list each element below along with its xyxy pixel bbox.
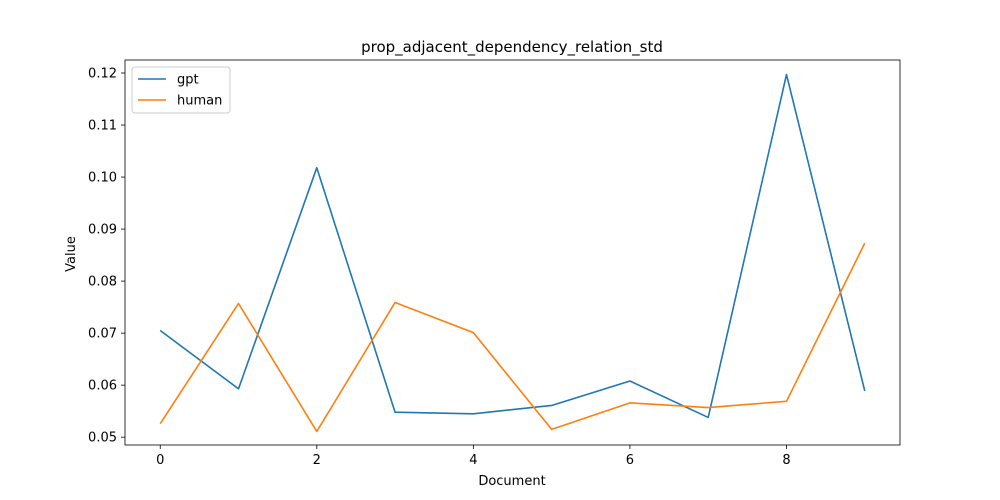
x-axis: 0 2 4 6 8	[156, 445, 791, 468]
chart-title: prop_adjacent_dependency_relation_std	[361, 38, 663, 57]
plot-area	[124, 59, 901, 446]
x-axis-label: Document	[478, 474, 545, 489]
x-tick-label: 0	[156, 453, 164, 468]
y-tick-label: 0.11	[88, 119, 117, 134]
legend-label-human: human	[177, 94, 222, 109]
legend: gpt human	[131, 66, 231, 114]
legend-label-gpt: gpt	[177, 73, 199, 88]
y-tick-label: 0.09	[88, 223, 117, 238]
y-axis-label: Value	[64, 236, 79, 272]
y-axis: 0.05 0.06 0.07 0.08 0.09 0.10 0.11 0.12	[88, 67, 125, 446]
series-line-human	[159, 242, 866, 433]
y-tick-label: 0.07	[88, 327, 117, 342]
x-tick-label: 4	[469, 453, 477, 468]
y-tick-label: 0.12	[88, 67, 117, 82]
x-tick-label: 8	[782, 453, 790, 468]
series-line-gpt	[159, 73, 866, 419]
x-tick-label: 6	[626, 453, 634, 468]
y-tick-label: 0.05	[88, 431, 117, 446]
y-tick-label: 0.06	[88, 379, 117, 394]
series-layer	[159, 73, 866, 433]
y-tick-label: 0.10	[88, 171, 117, 186]
plot-frame	[124, 59, 901, 446]
x-tick-label: 2	[313, 453, 321, 468]
y-tick-label: 0.08	[88, 275, 117, 290]
